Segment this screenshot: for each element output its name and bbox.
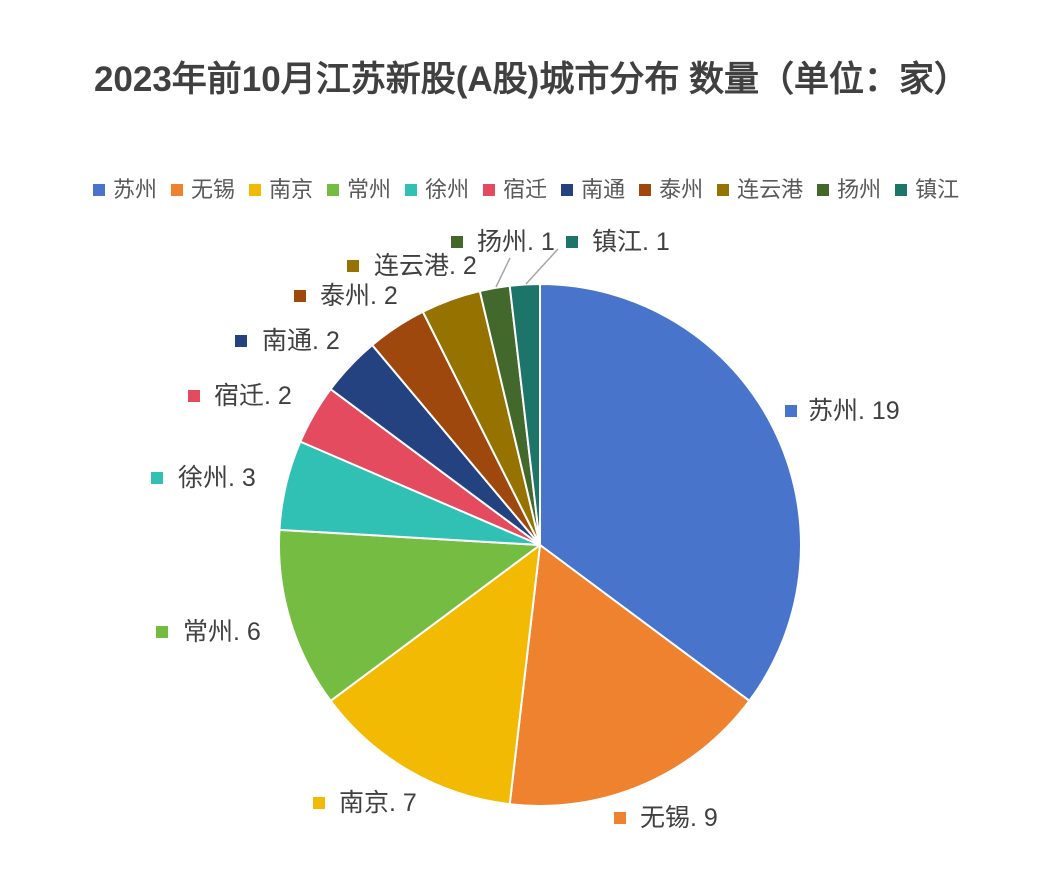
legend-marker-zhenjiang <box>895 184 908 196</box>
legend-item-nanjing: 南京 <box>249 176 313 204</box>
data-label-text-xuzhou: 徐州. 3 <box>178 464 256 492</box>
chart-title: 2023年前10月江苏新股(A股)城市分布 数量（单位：家） <box>93 60 970 99</box>
pie-slices <box>278 282 802 807</box>
data-label-text-nanjing: 南京. 7 <box>339 789 417 817</box>
data-label-marker-nantong <box>235 335 247 347</box>
data-label-suzhou: 苏州. 19 <box>785 397 900 425</box>
legend-marker-xuzhou <box>405 184 418 196</box>
legend-item-changzhou: 常州 <box>327 176 391 204</box>
data-label-marker-nanjing <box>313 797 325 809</box>
data-label-nanjing: 南京. 7 <box>313 789 417 817</box>
legend-label-zhenjiang: 镇江 <box>915 177 960 202</box>
legend-item-yangzhou: 扬州 <box>817 176 881 204</box>
data-label-text-zhenjiang: 镇江. 1 <box>592 228 670 256</box>
data-label-text-lianyungang: 连云港. 2 <box>374 252 477 280</box>
legend-label-wuxi: 无锡 <box>191 177 236 202</box>
legend-marker-nanjing <box>249 184 262 196</box>
legend-label-xuzhou: 徐州 <box>425 177 470 202</box>
data-label-text-suzhou: 苏州. 19 <box>808 397 900 425</box>
data-label-text-suqian: 宿迁. 2 <box>214 382 292 410</box>
legend-item-wuxi: 无锡 <box>171 176 235 204</box>
data-label-marker-wuxi <box>614 812 626 824</box>
legend-label-yangzhou: 扬州 <box>837 177 882 202</box>
legend-label-nanjing: 南京 <box>269 177 314 202</box>
data-label-text-changzhou: 常州. 6 <box>183 618 261 646</box>
data-label-changzhou: 常州. 6 <box>156 618 261 646</box>
legend: 苏州 无锡 南京 常州 徐州 宿迁 南通 泰州 <box>93 176 959 204</box>
pie-slice-zhenjiang <box>508 282 541 546</box>
data-label-text-taizhou: 泰州. 2 <box>320 282 398 310</box>
legend-marker-changzhou <box>327 184 340 196</box>
legend-item-suzhou: 苏州 <box>93 176 157 204</box>
pie-slice-suzhou <box>539 283 802 702</box>
legend-marker-suzhou <box>93 184 105 196</box>
leader-line-zhenjiang <box>525 248 559 285</box>
legend-marker-taizhou <box>639 184 652 196</box>
data-label-yangzhou: 扬州. 1 <box>451 228 555 256</box>
legend-item-xuzhou: 徐州 <box>405 176 469 204</box>
legend-label-taizhou: 泰州 <box>659 177 704 202</box>
legend-marker-lianyungang <box>717 184 730 196</box>
pie-slice-wuxi <box>508 544 751 807</box>
data-label-xuzhou: 徐州. 3 <box>151 464 256 492</box>
legend-label-suqian: 宿迁 <box>503 177 548 202</box>
data-label-nantong: 南通. 2 <box>235 327 340 355</box>
data-label-marker-zhenjiang <box>566 236 578 248</box>
pie-slice-changzhou <box>278 528 541 702</box>
data-label-marker-yangzhou <box>451 236 463 248</box>
legend-label-nantong: 南通 <box>581 177 626 202</box>
legend-marker-wuxi <box>171 184 184 196</box>
legend-label-lianyungang: 连云港 <box>737 177 804 202</box>
data-label-suqian: 宿迁. 2 <box>188 382 292 410</box>
data-label-marker-suqian <box>188 390 200 402</box>
pie-slice-nanjing <box>329 544 541 806</box>
data-label-marker-suzhou <box>785 405 797 417</box>
legend-marker-suqian <box>483 184 496 196</box>
legend-label-changzhou: 常州 <box>347 177 392 202</box>
data-label-text-nantong: 南通. 2 <box>262 327 340 355</box>
data-label-text-yangzhou: 扬州. 1 <box>477 228 555 256</box>
legend-marker-yangzhou <box>817 184 830 196</box>
legend-item-nantong: 南通 <box>561 176 625 204</box>
data-label-zhenjiang: 镇江. 1 <box>566 228 670 256</box>
data-label-wuxi: 无锡. 9 <box>614 804 718 832</box>
leader-line-yangzhou <box>495 257 511 288</box>
legend-item-zhenjiang: 镇江 <box>895 176 959 204</box>
data-label-taizhou: 泰州. 2 <box>294 282 398 310</box>
data-label-marker-changzhou <box>156 626 168 638</box>
legend-item-taizhou: 泰州 <box>639 176 703 204</box>
legend-marker-nantong <box>561 184 574 196</box>
legend-label-suzhou: 苏州 <box>113 177 158 202</box>
data-label-text-wuxi: 无锡. 9 <box>640 804 718 832</box>
data-label-lianyungang: 连云港. 2 <box>347 252 477 280</box>
legend-item-lianyungang: 连云港 <box>717 176 803 204</box>
data-label-marker-taizhou <box>294 290 306 302</box>
data-label-marker-xuzhou <box>151 472 163 484</box>
legend-item-suqian: 宿迁 <box>483 176 547 204</box>
data-label-marker-lianyungang <box>347 260 359 272</box>
